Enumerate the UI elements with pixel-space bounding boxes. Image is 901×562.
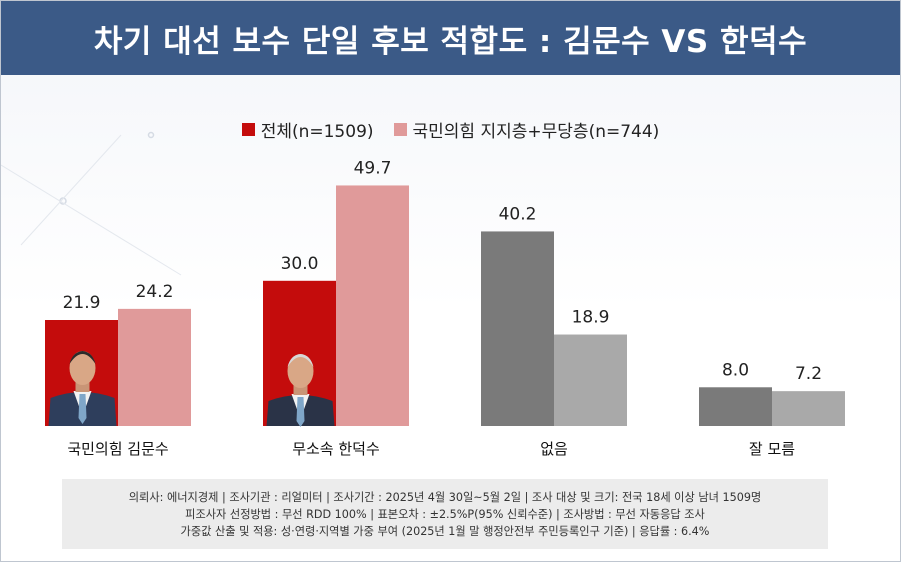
page-title: 차기 대선 보수 단일 후보 적합도 : 김문수 VS 한덕수 — [1, 1, 900, 75]
candidate-photo-1 — [266, 354, 335, 427]
bar-s1-c3 — [481, 231, 554, 426]
value-label-s2-c3: 18.9 — [572, 308, 610, 328]
bar-chart: 21.9 30.0 40.2 8.0 24.2 49.7 18.9 7.2 국민의힘 김문수 무소… — [45, 158, 845, 458]
category-label-3: 없음 — [540, 440, 568, 458]
value-label-s1-c1: 21.9 — [63, 293, 101, 313]
bar-s2-c3 — [554, 334, 627, 426]
legend-item-ppp-independent: 국민의힘 지지층+무당층(n=744) — [393, 117, 660, 142]
bar-s2-c2 — [336, 185, 409, 426]
survey-info-line-2: 피조사자 선정방법 : 무선 RDD 100% | 표본오차 : ±2.5%P(… — [185, 507, 705, 521]
legend-item-total: 전체(n=1509) — [241, 117, 374, 142]
tie-shape — [78, 394, 87, 424]
tie-shape — [296, 397, 305, 427]
category-label-4: 잘 모름 — [749, 440, 795, 458]
survey-info-line-3: 가중값 산출 및 적용: 성·연령·지역별 가중 부여 (2025년 1월 말 … — [180, 524, 710, 538]
hair-shape — [69, 351, 96, 364]
survey-info-box: 의뢰사: 에너지경제 | 조사기관 : 리얼미터 | 조사기간 : 2025년 … — [62, 479, 828, 549]
background-decoration — [1, 131, 182, 276]
chart-legend: 전체(n=1509) 국민의힘 지지층+무당층(n=744) — [1, 117, 900, 142]
face-shape — [69, 351, 96, 385]
value-label-s1-c3: 40.2 — [499, 204, 537, 224]
bar-s1-c4 — [699, 387, 772, 426]
value-label-s2-c1: 24.2 — [136, 282, 174, 302]
category-label-2: 무소속 한덕수 — [292, 440, 380, 458]
legend-swatch-total — [241, 123, 255, 136]
hair-shape — [287, 354, 314, 367]
candidate-photo-0 — [48, 351, 117, 426]
legend-swatch-ppp-independent — [393, 123, 407, 136]
value-label-s2-c2: 49.7 — [354, 158, 392, 178]
bar-s2-c4 — [772, 391, 845, 426]
category-label-1: 국민의힘 김문수 — [67, 440, 168, 458]
survey-info-line-1: 의뢰사: 에너지경제 | 조사기관 : 리얼미터 | 조사기간 : 2025년 … — [128, 490, 762, 504]
face-shape — [287, 354, 314, 388]
bar-s2-c1 — [118, 308, 191, 426]
value-label-s1-c2: 30.0 — [281, 254, 319, 274]
value-label-s2-c4: 7.2 — [795, 364, 822, 384]
value-label-s1-c4: 8.0 — [722, 360, 749, 380]
legend-label-ppp-independent: 국민의힘 지지층+무당층(n=744) — [412, 122, 660, 142]
legend-label-total: 전체(n=1509) — [260, 122, 374, 142]
